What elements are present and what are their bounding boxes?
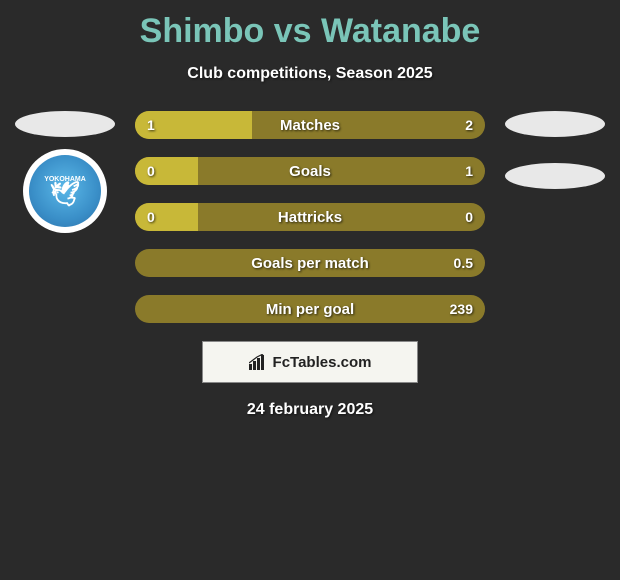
left-club-badge: YOKOHAMA 🕊: [23, 149, 107, 233]
stat-bar-row: 239Min per goal: [135, 295, 485, 323]
stat-bar-row: 01Goals: [135, 157, 485, 185]
stat-label: Goals: [135, 157, 485, 185]
right-club-silhouette: [505, 163, 605, 189]
stat-bar-row: 0.5Goals per match: [135, 249, 485, 277]
left-player-silhouette: [15, 111, 115, 137]
right-player-silhouette: [505, 111, 605, 137]
right-player-column: [500, 111, 610, 189]
stat-bar-row: 00Hattricks: [135, 203, 485, 231]
comparison-content: YOKOHAMA 🕊 12Matches 01Goals 00Hattricks 0.…: [0, 111, 620, 419]
stat-label: Min per goal: [135, 295, 485, 323]
left-player-column: YOKOHAMA 🕊: [10, 111, 120, 233]
stat-label: Hattricks: [135, 203, 485, 231]
date-text: 24 february 2025: [0, 401, 620, 419]
stat-bar-row: 12Matches: [135, 111, 485, 139]
stat-label: Goals per match: [135, 249, 485, 277]
stat-bars: 12Matches 01Goals 00Hattricks 0.5Goals per …: [135, 111, 485, 323]
brand-attribution: FcTables.com: [202, 341, 418, 383]
yokohama-badge-icon: YOKOHAMA 🕊: [29, 155, 101, 227]
subtitle: Club competitions, Season 2025: [0, 65, 620, 83]
page-title: Shimbo vs Watanabe: [0, 0, 620, 51]
brand-text: FcTables.com: [273, 354, 372, 371]
wing-icon: 🕊: [50, 183, 80, 207]
bar-chart-icon: [249, 354, 267, 370]
stat-label: Matches: [135, 111, 485, 139]
